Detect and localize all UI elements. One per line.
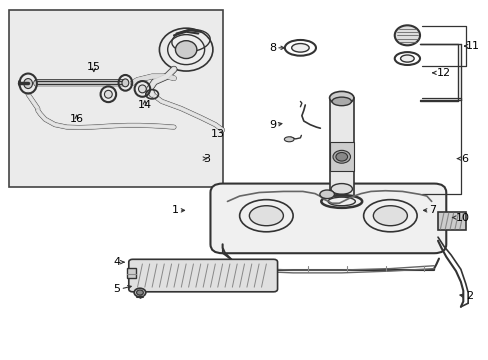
Text: 14: 14 [138, 100, 152, 110]
Text: 2: 2 [465, 291, 472, 301]
Text: 16: 16 [70, 114, 83, 124]
Text: 8: 8 [268, 43, 276, 53]
Text: 9: 9 [268, 120, 276, 130]
Ellipse shape [331, 97, 351, 106]
Bar [329, 98, 353, 196]
Text: 7: 7 [428, 205, 435, 215]
Bar [329, 143, 353, 171]
Text: 10: 10 [455, 212, 469, 222]
Ellipse shape [249, 206, 283, 226]
Bar [437, 212, 465, 230]
Text: 3: 3 [203, 154, 210, 163]
FancyBboxPatch shape [210, 184, 446, 253]
Ellipse shape [372, 206, 407, 226]
Text: 1: 1 [171, 205, 179, 215]
Ellipse shape [330, 184, 352, 194]
Ellipse shape [175, 41, 197, 59]
Ellipse shape [167, 35, 204, 64]
Ellipse shape [291, 44, 308, 52]
Ellipse shape [327, 197, 355, 206]
Ellipse shape [319, 190, 334, 199]
FancyBboxPatch shape [128, 259, 277, 292]
Ellipse shape [136, 290, 143, 295]
Text: 13: 13 [210, 129, 224, 139]
Ellipse shape [400, 55, 413, 62]
Ellipse shape [335, 153, 347, 161]
Ellipse shape [134, 288, 145, 297]
Ellipse shape [104, 90, 112, 98]
Text: 5: 5 [113, 284, 120, 294]
Ellipse shape [24, 78, 32, 89]
Ellipse shape [284, 137, 293, 142]
Text: 15: 15 [86, 63, 101, 72]
Bar [126, 268, 135, 278]
Text: 11: 11 [465, 41, 479, 51]
Text: 4: 4 [113, 257, 120, 267]
Ellipse shape [394, 25, 419, 45]
Text: 6: 6 [460, 154, 467, 163]
Ellipse shape [329, 91, 353, 104]
Ellipse shape [138, 85, 146, 93]
Bar [9, 10, 222, 187]
Ellipse shape [122, 79, 128, 87]
Text: 12: 12 [436, 68, 450, 78]
Ellipse shape [332, 150, 350, 163]
